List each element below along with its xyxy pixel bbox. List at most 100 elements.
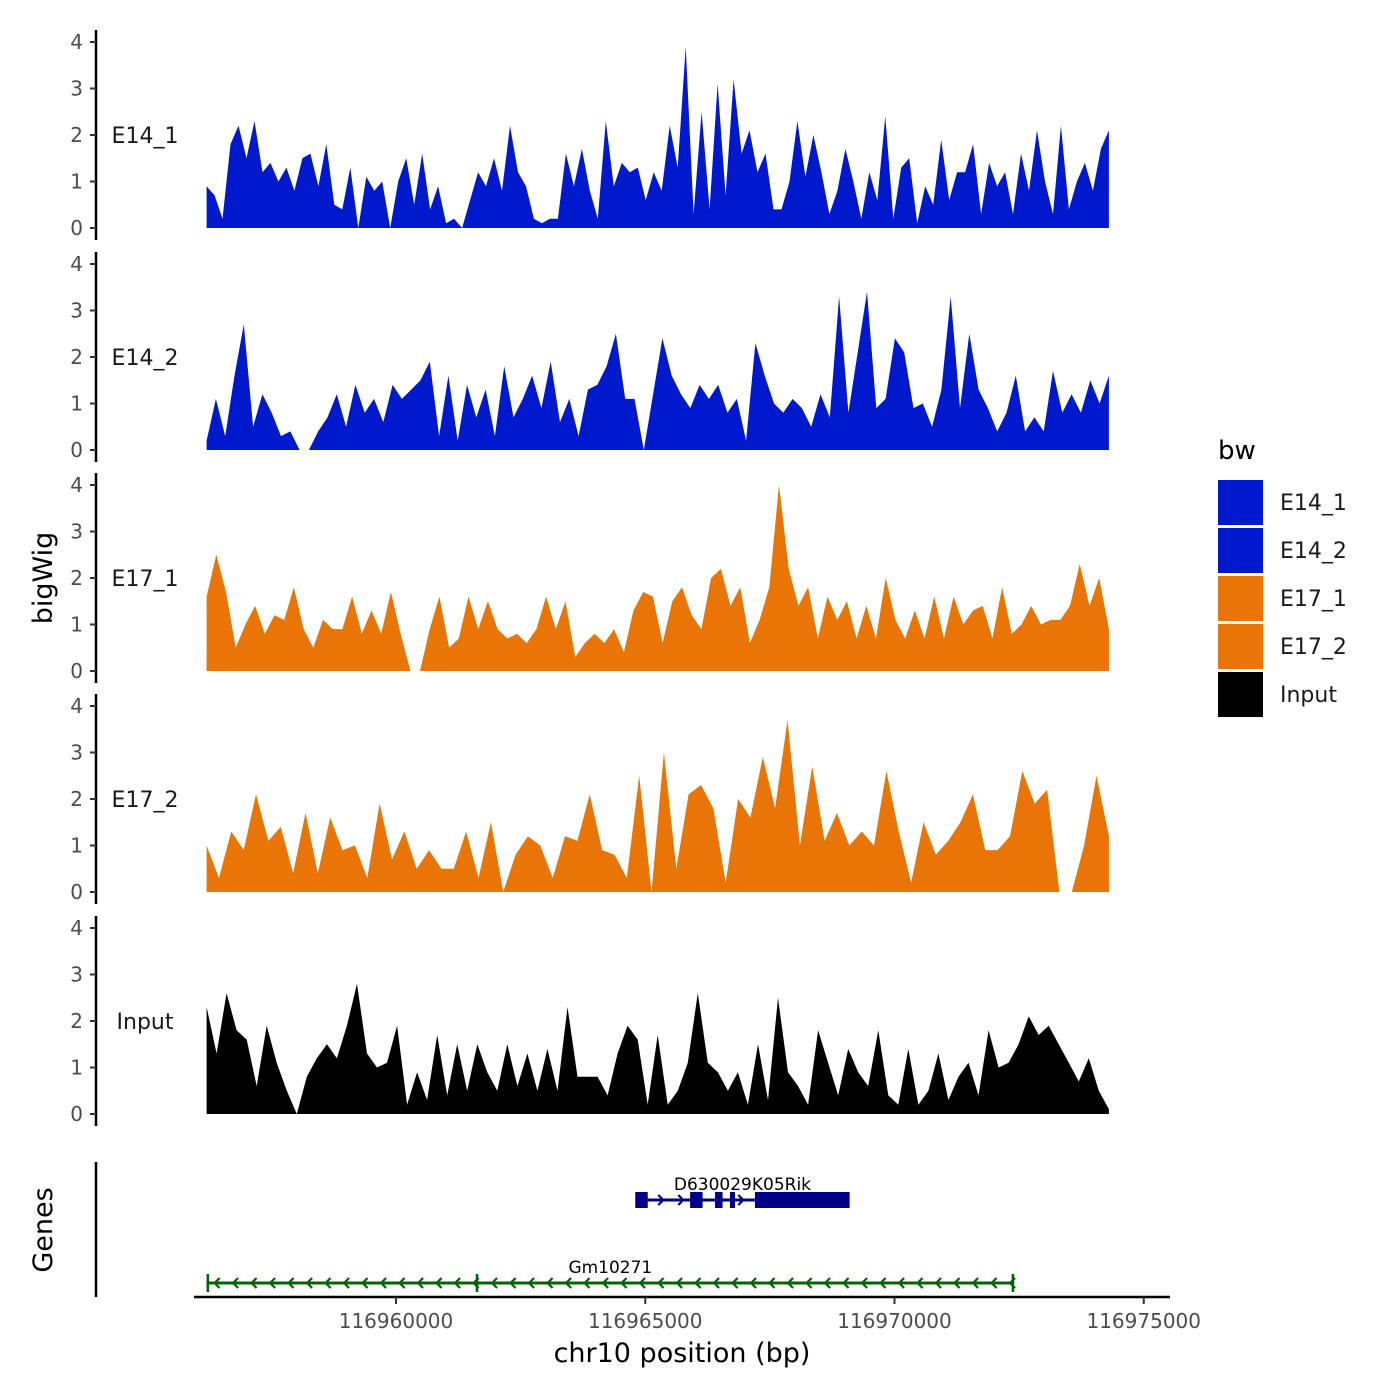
- legend-label: E17_2: [1280, 635, 1347, 660]
- signal-area-E17_2: [206, 720, 1109, 892]
- track-label: E17_1: [112, 567, 179, 592]
- strand-arrow: [564, 1277, 572, 1289]
- x-tick-label: 116975000: [1086, 1309, 1201, 1333]
- strand-arrow: [398, 1277, 406, 1289]
- gene-label: Gm10271: [568, 1258, 652, 1278]
- strand-arrow: [953, 1277, 961, 1289]
- y-tick-label: 0: [70, 438, 83, 462]
- y-tick-label: 4: [70, 916, 83, 940]
- strand-arrow: [509, 1277, 517, 1289]
- strand-arrow: [677, 1194, 685, 1206]
- y-tick-label: 2: [70, 123, 83, 147]
- strand-arrow: [324, 1277, 332, 1289]
- legend-key-E17_1: [1218, 576, 1263, 621]
- y-tick-label: 1: [70, 170, 83, 194]
- track-E14_2: 0 1 2 3 4 E14_2: [70, 252, 1109, 462]
- exon: [729, 1192, 735, 1208]
- track-E17_2: 0 1 2 3 4 E17_2: [70, 694, 1109, 904]
- strand-arrow: [268, 1277, 276, 1289]
- strand-arrow: [657, 1277, 665, 1289]
- y-tick-label: 3: [70, 77, 83, 101]
- strand-arrow: [416, 1277, 424, 1289]
- strand-arrow: [934, 1277, 942, 1289]
- strand-arrow: [879, 1277, 887, 1289]
- strand-arrow: [731, 1277, 739, 1289]
- x-axis-title: chr10 position (bp): [554, 1338, 811, 1369]
- track-Input: 0 1 2 3 4 Input: [70, 916, 1109, 1126]
- y-tick-label: 0: [70, 659, 83, 683]
- strand-arrow: [749, 1277, 757, 1289]
- strand-arrow: [231, 1277, 239, 1289]
- signal-area-E17_1: [206, 485, 1109, 671]
- track-label: E14_2: [112, 346, 179, 371]
- signal-area-E14_1: [206, 46, 1109, 229]
- strand-arrow: [842, 1277, 850, 1289]
- legend: bw E14_1 E14_2 E17_1 E17_2 Input: [1218, 436, 1347, 717]
- legend-label: E14_2: [1280, 539, 1347, 564]
- legend-label: E14_1: [1280, 491, 1347, 516]
- strand-arrow: [990, 1277, 998, 1289]
- strand-arrow: [527, 1277, 535, 1289]
- y-tick-label: 0: [70, 1102, 83, 1126]
- strand-arrow: [250, 1277, 258, 1289]
- genes-axis-title: Genes: [28, 1187, 59, 1272]
- strand-arrow: [638, 1277, 646, 1289]
- signal-area-E14_2: [206, 291, 1109, 450]
- gene-Gm10271: Gm10271: [206, 1258, 1016, 1292]
- y-tick-label: 3: [70, 741, 83, 765]
- y-tick-label: 4: [70, 694, 83, 718]
- exon: [715, 1192, 723, 1208]
- legend-title: bw: [1218, 436, 1256, 466]
- strand-arrow: [916, 1277, 924, 1289]
- x-tick-label: 116965000: [588, 1309, 703, 1333]
- y-tick-label: 2: [70, 345, 83, 369]
- strand-arrow: [546, 1277, 554, 1289]
- strand-arrow: [305, 1277, 313, 1289]
- strand-arrow: [601, 1277, 609, 1289]
- strand-arrow: [823, 1277, 831, 1289]
- strand-arrow: [287, 1277, 295, 1289]
- strand-arrow: [737, 1194, 745, 1206]
- gene-label: D630029K05Rik: [674, 1175, 811, 1195]
- y-tick-label: 3: [70, 299, 83, 323]
- strand-arrow: [379, 1277, 387, 1289]
- y-tick-label: 2: [70, 1009, 83, 1033]
- y-tick-label: 1: [70, 392, 83, 416]
- x-axis: 116960000 116965000 116970000 116975000: [194, 1295, 1201, 1333]
- track-label: E17_2: [112, 788, 179, 813]
- y-tick-label: 2: [70, 566, 83, 590]
- x-tick-label: 116960000: [339, 1309, 454, 1333]
- track-E14_1: 0 1 2 3 4 E14_1: [70, 30, 1109, 240]
- legend-key-Input: [1218, 672, 1263, 717]
- strand-arrow: [768, 1277, 776, 1289]
- strand-arrow: [583, 1277, 591, 1289]
- y-tick-label: 1: [70, 613, 83, 637]
- exon: [635, 1192, 648, 1208]
- strand-arrow: [657, 1194, 665, 1206]
- y-tick-label: 2: [70, 787, 83, 811]
- exon: [754, 1192, 850, 1208]
- y-tick-label: 4: [70, 30, 83, 54]
- strand-arrow: [971, 1277, 979, 1289]
- legend-key-E14_2: [1218, 528, 1263, 573]
- y-tick-label: 4: [70, 252, 83, 276]
- signal-area-Input: [206, 983, 1109, 1114]
- strand-arrow: [860, 1277, 868, 1289]
- y-tick-label: 3: [70, 520, 83, 544]
- y-tick-label: 4: [70, 473, 83, 497]
- y-tick-label: 1: [70, 1056, 83, 1080]
- legend-label: Input: [1280, 683, 1337, 708]
- strand-arrow: [712, 1277, 720, 1289]
- track-label: E14_1: [112, 124, 179, 149]
- strand-arrow: [435, 1277, 443, 1289]
- legend-key-E14_1: [1218, 480, 1263, 525]
- strand-arrow: [490, 1277, 498, 1289]
- y-axis-title: bigWig: [28, 532, 59, 625]
- strand-arrow: [213, 1277, 221, 1289]
- y-tick-label: 3: [70, 963, 83, 987]
- x-tick-label: 116970000: [837, 1309, 952, 1333]
- strand-arrow: [786, 1277, 794, 1289]
- y-tick-label: 0: [70, 880, 83, 904]
- strand-arrow: [453, 1277, 461, 1289]
